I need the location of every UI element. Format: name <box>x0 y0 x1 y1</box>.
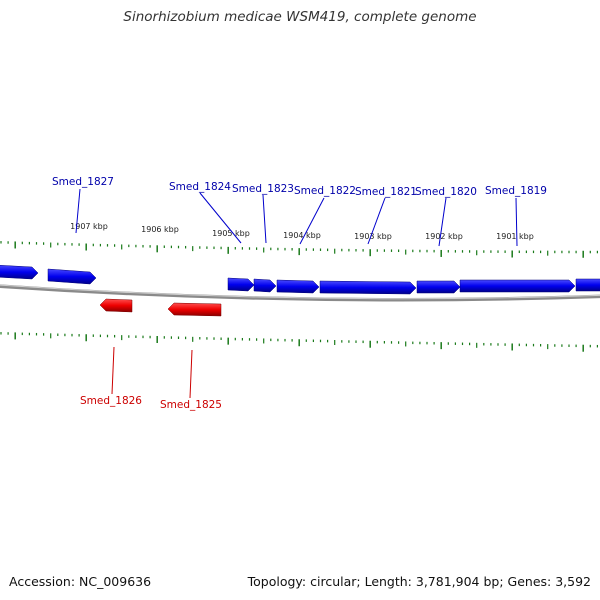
kbp-label: 1907 kbp <box>70 222 108 231</box>
gene-label-smed-1819[interactable]: Smed_1819 <box>485 185 547 197</box>
ruler-ticks-top <box>0 241 599 258</box>
reverse-genes <box>99 298 222 317</box>
gene-arrow-forward[interactable] <box>459 279 576 293</box>
kbp-label: 1903 kbp <box>354 232 392 241</box>
kbp-label: 1904 kbp <box>283 231 321 240</box>
gene-arrow-reverse[interactable] <box>167 302 222 317</box>
gene-label-smed-1824[interactable]: Smed_1824 <box>169 181 231 193</box>
ruler-ticks-bottom <box>0 332 599 352</box>
gene-arrow-forward[interactable] <box>227 277 255 292</box>
gene-label-smed-1825[interactable]: Smed_1825 <box>160 399 222 411</box>
gene-arrow-forward[interactable] <box>47 268 97 285</box>
gene-label-smed-1823[interactable]: Smed_1823 <box>232 183 294 195</box>
gene-label-smed-1820[interactable]: Smed_1820 <box>415 186 477 198</box>
kbp-label: 1905 kbp <box>212 229 250 238</box>
gene-arrow-forward[interactable] <box>416 280 461 294</box>
gene-label-smed-1827[interactable]: Smed_1827 <box>52 176 114 188</box>
accession-text: Accession: NC_009636 <box>9 574 152 589</box>
gene-arrow-forward[interactable] <box>319 280 417 295</box>
ruler-labels: 1907 kbp 1906 kbp 1905 kbp 1904 kbp 1903… <box>70 222 534 241</box>
gene-label-smed-1826[interactable]: Smed_1826 <box>80 395 142 407</box>
gene-arrow-forward[interactable] <box>276 279 320 294</box>
forward-genes <box>0 265 600 295</box>
gene-arrow-reverse[interactable] <box>99 298 133 313</box>
gene-arrow-forward[interactable] <box>575 278 600 292</box>
gene-label-smed-1822[interactable]: Smed_1822 <box>294 185 356 197</box>
gene-labels: Smed_1827 Smed_1824 Smed_1823 Smed_1822 … <box>52 176 547 411</box>
kbp-label: 1901 kbp <box>496 232 534 241</box>
label-leaders <box>75 188 518 399</box>
genome-backbone <box>0 284 600 302</box>
gene-label-smed-1821[interactable]: Smed_1821 <box>355 186 417 198</box>
gene-arrow-forward[interactable] <box>253 278 277 293</box>
map-title: Sinorhizobium medicae WSM419, complete g… <box>123 9 477 25</box>
genome-backbone-highlight <box>0 284 600 300</box>
genome-summary-text: Topology: circular; Length: 3,781,904 bp… <box>247 574 591 589</box>
kbp-label: 1906 kbp <box>141 225 179 234</box>
gene-arrow-forward[interactable] <box>0 265 39 280</box>
kbp-label: 1902 kbp <box>425 232 463 241</box>
